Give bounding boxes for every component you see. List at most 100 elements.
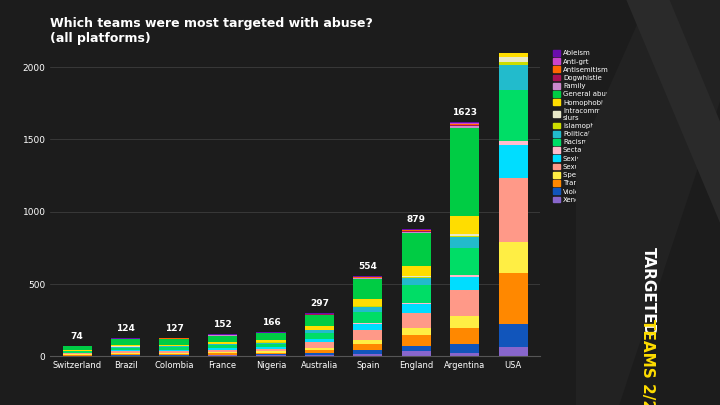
Bar: [305, 333, 334, 339]
Bar: [208, 352, 237, 353]
Bar: [354, 306, 382, 307]
Bar: [305, 315, 334, 326]
Bar: [208, 345, 237, 348]
Bar: [208, 335, 237, 342]
Bar: [450, 277, 480, 290]
Bar: [450, 125, 480, 126]
Bar: [256, 344, 286, 347]
Bar: [305, 353, 334, 355]
Bar: [305, 355, 334, 356]
Bar: [159, 353, 189, 354]
Bar: [208, 355, 237, 356]
Bar: [402, 233, 431, 266]
Text: 554: 554: [359, 262, 377, 271]
Bar: [111, 353, 140, 354]
Bar: [305, 326, 334, 330]
Bar: [354, 350, 382, 354]
Bar: [499, 0, 528, 12]
Bar: [63, 355, 91, 356]
Bar: [159, 339, 189, 345]
Bar: [208, 342, 237, 343]
Bar: [450, 123, 480, 124]
Bar: [499, 178, 528, 242]
Bar: [111, 354, 140, 355]
Bar: [63, 353, 91, 354]
Text: 879: 879: [407, 215, 426, 224]
Bar: [450, 124, 480, 125]
Text: 166: 166: [261, 318, 280, 327]
Bar: [499, 347, 528, 356]
Bar: [499, 145, 528, 178]
Bar: [450, 216, 480, 234]
Bar: [256, 333, 286, 340]
Bar: [499, 141, 528, 145]
Text: TARGETED: TARGETED: [641, 247, 655, 336]
Bar: [256, 353, 286, 354]
Bar: [208, 350, 237, 352]
Bar: [354, 305, 382, 306]
Bar: [354, 324, 382, 330]
Bar: [402, 232, 431, 233]
Bar: [499, 12, 528, 57]
Bar: [159, 351, 189, 353]
Bar: [354, 323, 382, 324]
Text: Which teams were most targeted with abuse?
(all platforms): Which teams were most targeted with abus…: [50, 17, 373, 45]
Bar: [111, 347, 140, 350]
Bar: [499, 65, 528, 90]
Bar: [402, 277, 431, 278]
Bar: [450, 344, 480, 353]
Bar: [63, 350, 91, 351]
Bar: [208, 353, 237, 355]
Bar: [354, 278, 382, 279]
Bar: [402, 328, 431, 335]
Bar: [208, 344, 237, 345]
Bar: [305, 342, 334, 348]
Bar: [499, 90, 528, 141]
Bar: [402, 351, 431, 356]
Bar: [63, 346, 91, 350]
Bar: [354, 299, 382, 305]
Bar: [402, 335, 431, 346]
Bar: [450, 128, 480, 216]
Bar: [256, 343, 286, 344]
Bar: [256, 349, 286, 352]
Bar: [111, 355, 140, 356]
Bar: [450, 122, 480, 123]
Bar: [402, 278, 431, 285]
Bar: [354, 344, 382, 350]
Bar: [159, 346, 189, 347]
Bar: [111, 345, 140, 346]
Bar: [354, 312, 382, 323]
Text: 127: 127: [165, 324, 184, 333]
Text: 124: 124: [116, 324, 135, 333]
Bar: [354, 330, 382, 340]
Text: 74: 74: [71, 332, 84, 341]
Text: 1623: 1623: [452, 108, 477, 117]
Bar: [256, 347, 286, 349]
Bar: [402, 303, 431, 304]
Text: TEAMS 2/2: TEAMS 2/2: [641, 319, 655, 405]
Bar: [256, 352, 286, 353]
Bar: [354, 277, 382, 278]
Bar: [159, 347, 189, 350]
Bar: [159, 345, 189, 346]
Bar: [499, 57, 528, 62]
Bar: [256, 354, 286, 355]
Bar: [450, 236, 480, 237]
Bar: [499, 62, 528, 65]
Bar: [111, 351, 140, 353]
Bar: [159, 350, 189, 351]
Bar: [450, 353, 480, 356]
Bar: [354, 354, 382, 356]
Bar: [450, 290, 480, 316]
Bar: [402, 304, 431, 313]
Bar: [402, 230, 431, 231]
Bar: [354, 279, 382, 299]
Bar: [305, 330, 334, 333]
Bar: [354, 307, 382, 312]
Bar: [111, 350, 140, 351]
Text: 152: 152: [213, 320, 232, 329]
Bar: [402, 346, 431, 351]
Bar: [450, 275, 480, 277]
Bar: [256, 355, 286, 356]
